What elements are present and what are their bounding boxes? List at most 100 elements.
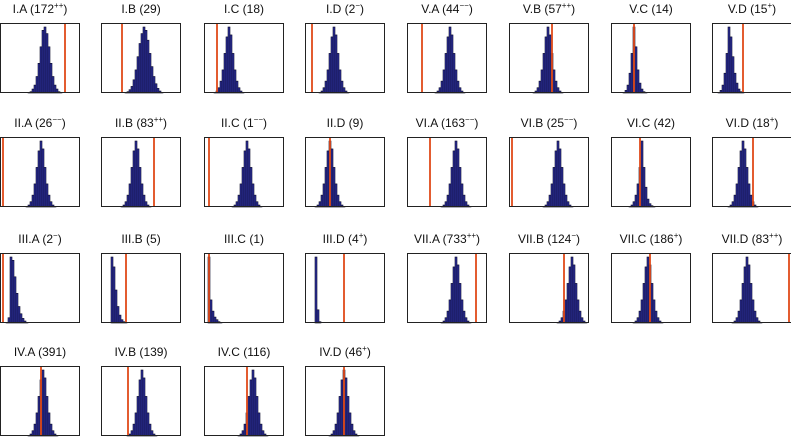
histogram-panel: III.C (1) <box>204 232 284 324</box>
panel-count: 18 <box>756 116 770 130</box>
panel-title: VII.A (733++) <box>413 231 481 247</box>
panel-count: 2 <box>46 232 54 246</box>
panel-significance: ++ <box>54 1 64 10</box>
plot-frame <box>407 23 487 93</box>
histogram-bar <box>134 412 138 437</box>
panel-significance: + <box>358 231 364 240</box>
plot-frame <box>101 366 181 436</box>
histogram-bar <box>13 276 17 324</box>
panel-significance: −− <box>253 115 264 124</box>
panel-significance: + <box>362 344 367 353</box>
histogram-bar <box>245 140 249 208</box>
panel-label: V.B <box>522 2 542 16</box>
histogram-bar <box>251 183 255 208</box>
histogram-bar <box>152 76 156 94</box>
panel-title: II.A (26−−) <box>14 115 66 131</box>
panel-label: VII.D <box>721 232 749 246</box>
panel-label: I.D <box>325 2 342 16</box>
panel-count: 124 <box>551 232 572 246</box>
histogram-bar <box>140 183 144 208</box>
histogram-plot <box>712 253 791 324</box>
plot-frame <box>0 366 80 436</box>
histogram-panel: VII.B (124−) <box>509 232 589 324</box>
histogram-plot <box>407 137 487 208</box>
panel-title: VI.C (42) <box>626 116 676 130</box>
panel-label: III.D <box>322 232 345 246</box>
histogram-bar <box>134 69 138 94</box>
panel-title: V.D (15+) <box>727 1 777 17</box>
plot-frame <box>204 253 284 323</box>
plot-frame <box>305 366 385 436</box>
panel-title: I.B (29) <box>121 2 161 16</box>
histogram-bar <box>253 194 257 208</box>
histogram-panel: III.D (4+) <box>305 231 385 324</box>
panel-label: I.B <box>121 2 136 16</box>
histogram-plot <box>204 23 284 94</box>
histogram-panel: II.A (26−−) <box>0 115 80 208</box>
histogram-bar <box>249 379 253 437</box>
panel-title: VI.B (25−−) <box>520 115 578 131</box>
panel-title: III.C (1) <box>223 232 265 246</box>
panel-title: V.B (57++) <box>522 1 576 17</box>
panel-label: III.B <box>121 232 143 246</box>
histogram-bar <box>235 80 239 94</box>
histogram-bar <box>136 148 140 208</box>
panel-label: II.D <box>326 116 346 130</box>
histogram-bar <box>251 369 255 437</box>
histogram-plot <box>101 137 181 208</box>
histogram-bar <box>144 30 148 94</box>
histogram-bar <box>233 69 237 94</box>
plot-frame <box>204 137 284 207</box>
histogram-plot <box>509 137 589 208</box>
histogram-panel: III.A (2−) <box>0 232 80 324</box>
histogram-panel: VI.B (25−−) <box>509 115 589 208</box>
panel-label: VI.C <box>626 116 651 130</box>
histogram-bar <box>148 423 152 437</box>
plot-frame <box>305 137 385 207</box>
panel-count: 2 <box>348 2 356 16</box>
histogram-plot <box>407 23 487 94</box>
panel-count: 83 <box>140 116 154 130</box>
histogram-bar <box>134 140 138 208</box>
plot-frame <box>509 137 589 207</box>
panel-title: VII.C (186+) <box>619 231 683 247</box>
histogram-bar <box>132 150 136 208</box>
panel-significance: ++ <box>561 1 572 10</box>
panel-count: 25 <box>550 116 565 130</box>
panel-title: III.B (5) <box>121 232 161 246</box>
histogram-plot <box>204 253 284 324</box>
plot-frame <box>712 23 791 93</box>
histogram-bar <box>247 148 251 208</box>
panel-label: I.A <box>12 2 27 16</box>
histogram-plot <box>611 137 691 208</box>
panel-significance: − <box>355 1 361 10</box>
panel-label: III.C <box>223 232 246 246</box>
histogram-panel: III.B (5) <box>101 232 181 324</box>
plot-frame <box>101 137 181 207</box>
panel-count: 57 <box>548 2 562 16</box>
histogram-bar <box>146 39 150 94</box>
panel-title: I.D (2−) <box>325 1 365 17</box>
histogram-bar <box>249 167 253 208</box>
histogram-bar <box>142 377 146 437</box>
plot-frame <box>611 23 691 93</box>
histogram-plot <box>611 23 691 94</box>
histogram-panel: II.D (9) <box>305 116 385 208</box>
panel-label: IV.D <box>319 345 342 359</box>
panel-count: 116 <box>247 345 267 359</box>
histogram-panel: VI.C (42) <box>611 116 691 208</box>
panel-title: IV.C (116) <box>217 345 271 359</box>
histogram-panel: VII.A (733++) <box>407 231 487 324</box>
panel-label: II.B <box>114 116 133 130</box>
panel-count: 733 <box>446 232 467 246</box>
panel-label: I.C <box>223 2 240 16</box>
histogram-bar <box>150 66 154 94</box>
histogram-panel: VI.A (163−−) <box>407 116 487 208</box>
histogram-bar <box>239 183 243 208</box>
panel-title: I.A (172++) <box>12 1 68 17</box>
panel-label: VII.B <box>517 232 544 246</box>
panel-label: VI.D <box>725 116 749 130</box>
panel-title: IV.A (391) <box>13 345 67 359</box>
plot-frame <box>611 253 691 323</box>
